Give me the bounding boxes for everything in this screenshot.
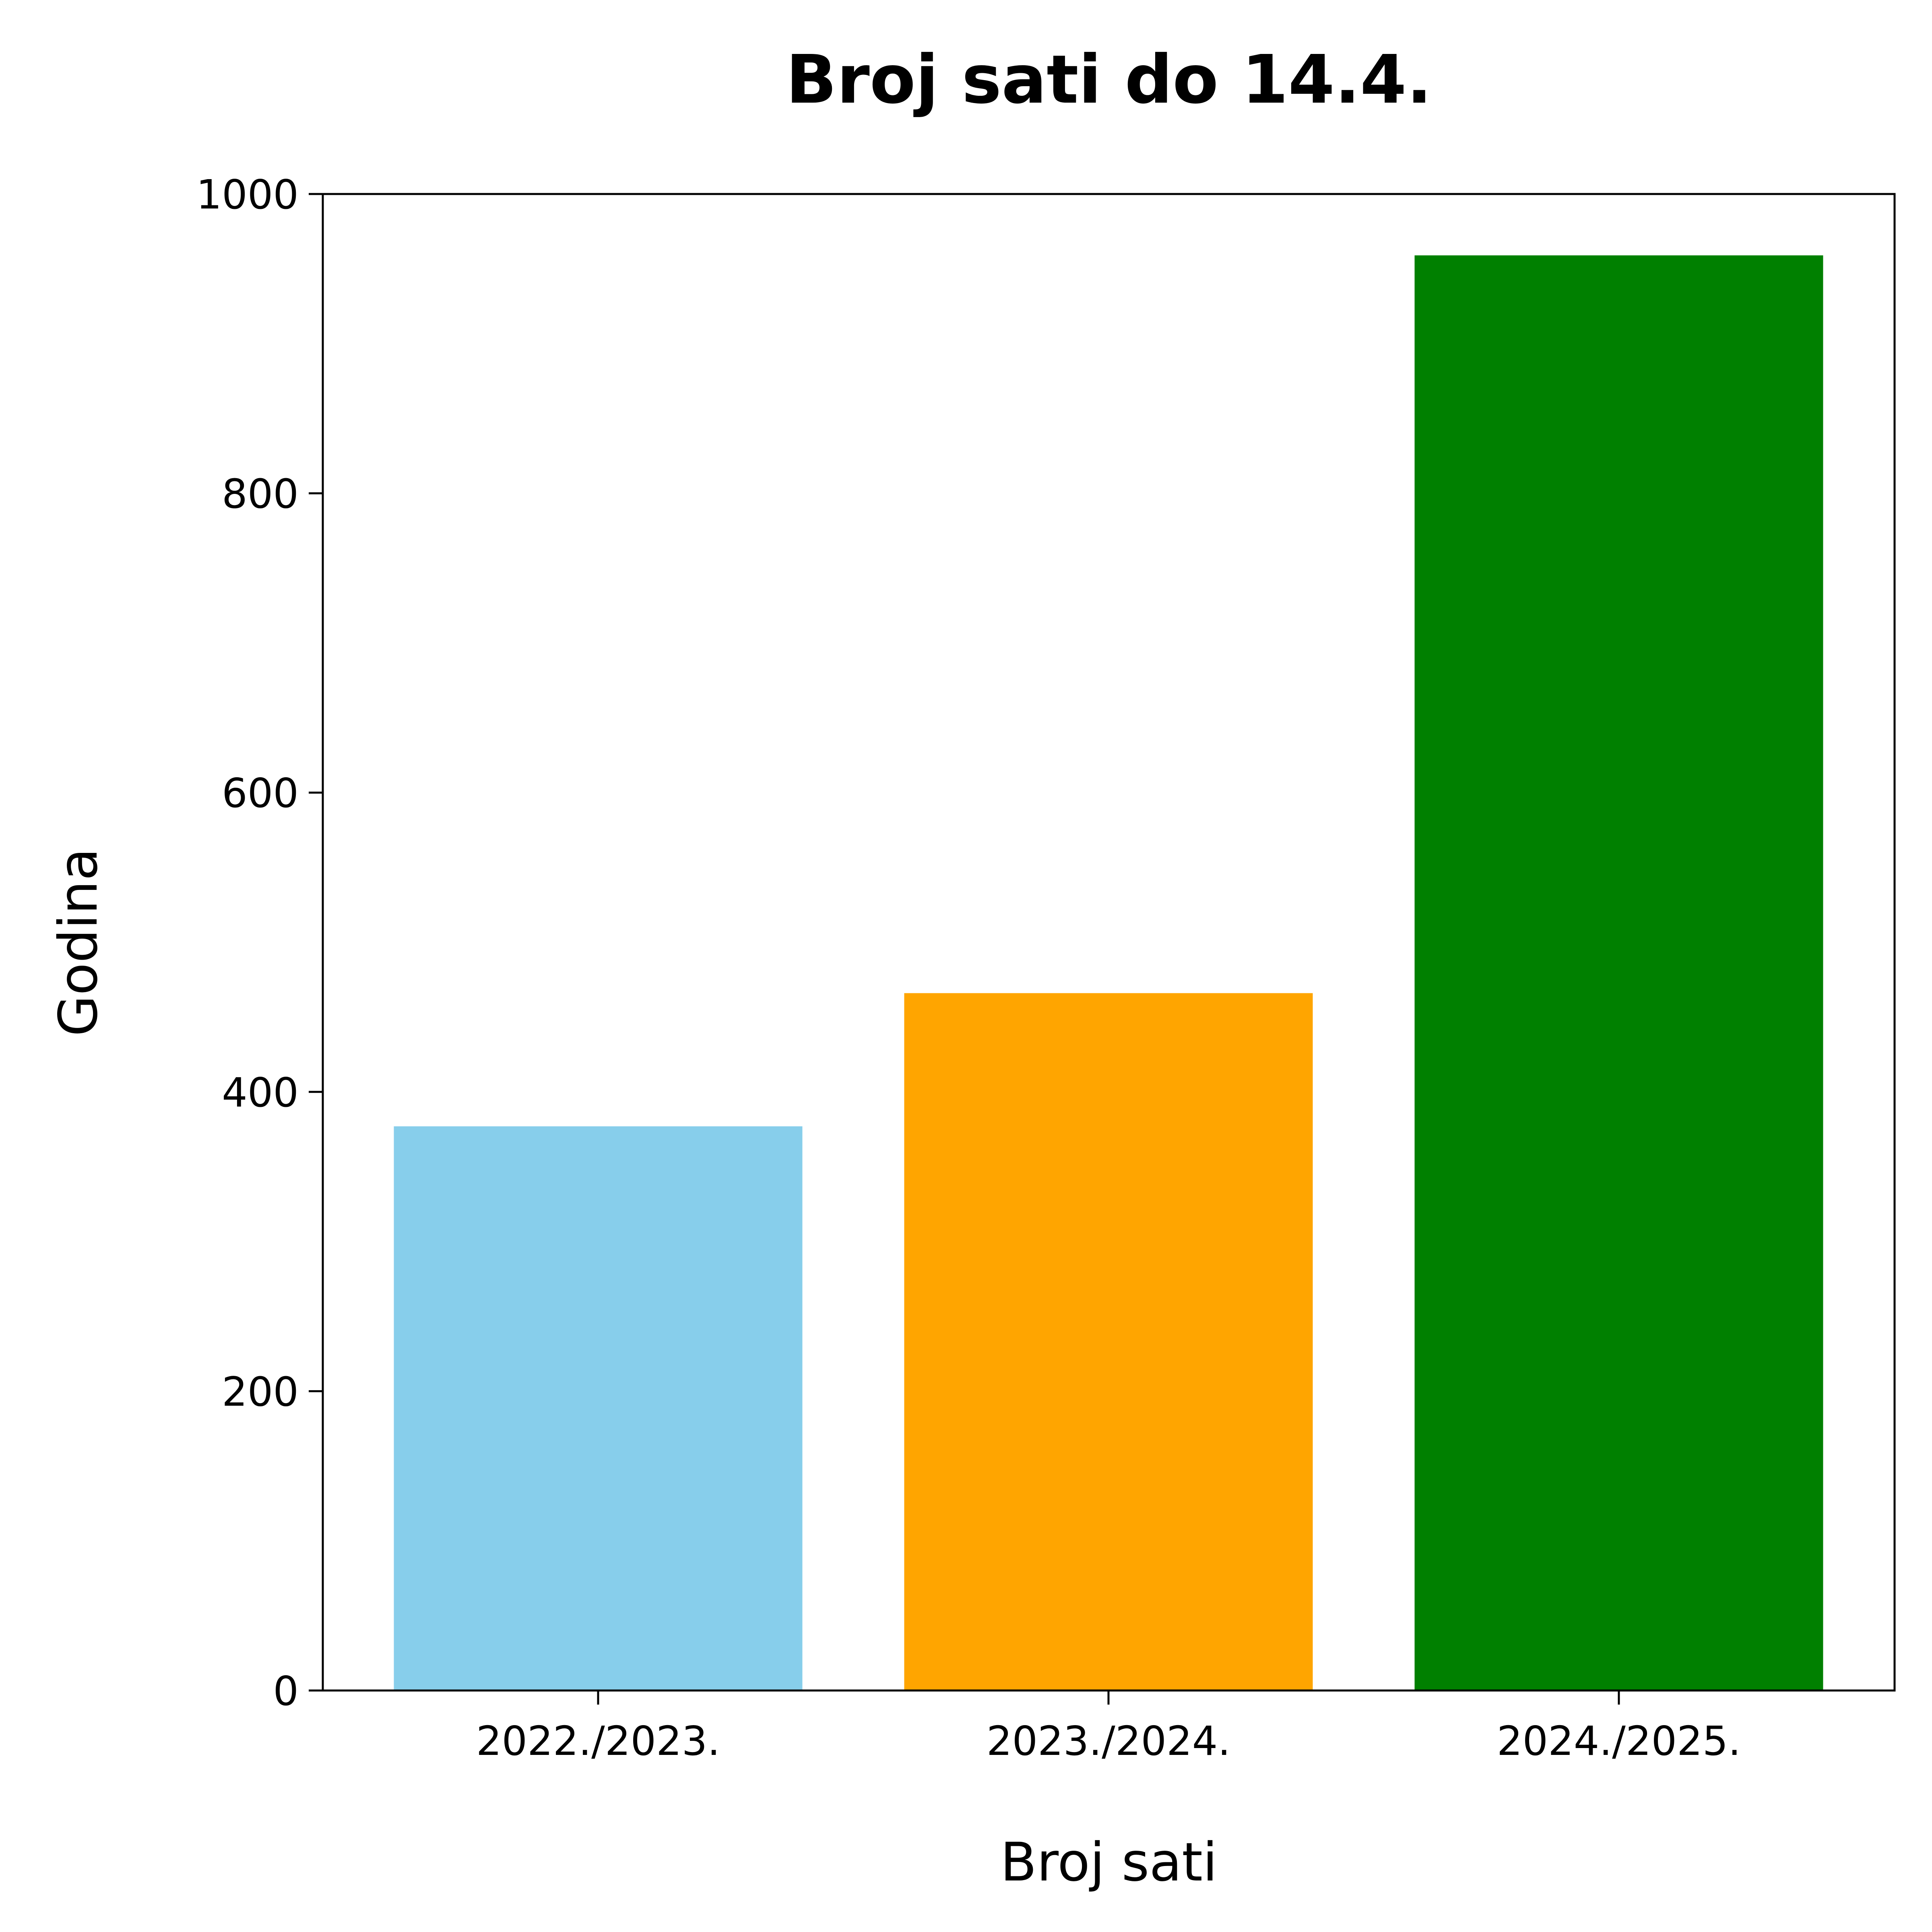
y-axis-ticks: 0 200 400 600 800 1000 xyxy=(196,171,323,1715)
bar-0 xyxy=(394,1126,803,1690)
x-tick-label-0: 2022./2023. xyxy=(476,1717,720,1765)
bar-2 xyxy=(1414,255,1823,1690)
chart-title: Broj sati do 14.4. xyxy=(786,41,1432,119)
x-axis-label: Broj sati xyxy=(1000,1831,1217,1893)
y-tick-label-4: 800 xyxy=(222,471,299,518)
y-tick-label-5: 1000 xyxy=(196,171,299,218)
y-tick-label-0: 0 xyxy=(273,1668,299,1715)
bars-layer xyxy=(394,255,1823,1690)
x-tick-label-1: 2023./2024. xyxy=(987,1717,1230,1765)
x-tick-label-2: 2024./2025. xyxy=(1497,1717,1741,1765)
y-tick-label-3: 600 xyxy=(222,770,299,817)
x-axis-ticks: 2022./2023. 2023./2024. 2024./2025. xyxy=(476,1690,1741,1765)
y-axis-label: Godina xyxy=(47,848,109,1036)
y-tick-label-1: 200 xyxy=(222,1368,299,1415)
plot-frame xyxy=(322,193,1896,1692)
y-tick-label-2: 400 xyxy=(222,1069,299,1116)
bar-1 xyxy=(904,993,1313,1690)
